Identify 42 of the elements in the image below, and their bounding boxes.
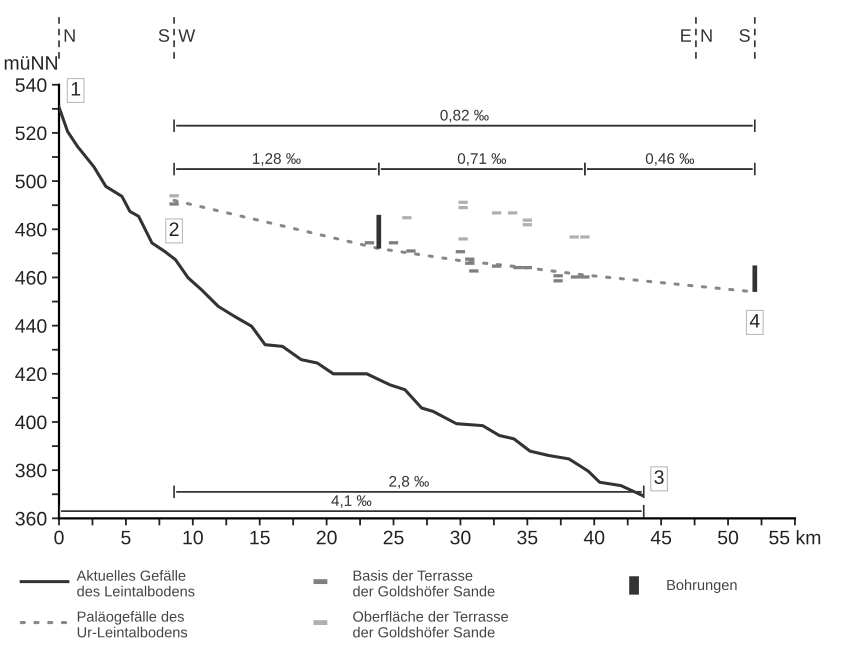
x-tick-label: 10 xyxy=(183,530,203,544)
x-tick-label: 15 xyxy=(250,530,270,544)
y-tick-label: 420 xyxy=(15,367,46,382)
y-tick-label: 440 xyxy=(15,319,46,333)
legend-label: Oberfläche der Terrasse der Goldshöfer Sande xyxy=(353,611,508,638)
x-tick-label: 40 xyxy=(584,530,604,544)
y-tick-label: 400 xyxy=(15,415,46,430)
y-tick-label: 380 xyxy=(16,464,46,478)
annotation: 2 xyxy=(170,222,179,236)
x-tick-label: 50 xyxy=(718,530,738,544)
annotation: 3 xyxy=(654,470,664,484)
series-label: 4,1 ‰ xyxy=(331,495,372,508)
y-axis-title: müNN xyxy=(4,56,57,70)
ref-line-label: E N xyxy=(681,29,712,42)
series-label: 0,82 ‰ xyxy=(440,110,489,122)
legend-label: Paläogefälle des Ur-Leintalbodens xyxy=(78,611,188,638)
annotation: 4 xyxy=(750,314,760,328)
series-label: 2,8 ‰ xyxy=(389,476,429,489)
x-tick-label: 5 xyxy=(121,530,131,544)
y-tick-label: 540 xyxy=(16,78,46,92)
series-label: 1,28 ‰ xyxy=(252,153,301,166)
x-tick-label: 25 xyxy=(384,530,404,544)
ref-line-label: S W xyxy=(158,29,196,42)
legend-label: Bohrungen xyxy=(667,579,737,594)
y-tick-label: 460 xyxy=(15,270,46,285)
x-tick-label: 30 xyxy=(450,530,470,544)
legend-label: Basis der Terrasse der Goldshöfer Sande xyxy=(353,570,495,596)
y-tick-label: 480 xyxy=(15,222,46,237)
series-label: 0,46 ‰ xyxy=(646,153,694,166)
x-tick-label: 55 km xyxy=(769,530,820,544)
ref-line-label: N xyxy=(64,29,75,42)
y-tick-label: 360 xyxy=(16,512,46,526)
y-tick-label: 520 xyxy=(16,126,46,140)
x-tick-label: 45 xyxy=(650,530,672,544)
x-tick-label: 35 xyxy=(517,530,538,544)
series-label: 0,71 ‰ xyxy=(458,153,506,166)
ref-line-label: S xyxy=(739,29,750,42)
annotation: 1 xyxy=(72,82,80,96)
legend-label: Aktuelles Gefälle des Leintalbodens xyxy=(76,570,194,596)
y-tick-label: 500 xyxy=(16,174,46,188)
x-tick-label: 20 xyxy=(316,530,337,544)
x-tick-label: 0 xyxy=(54,530,64,544)
